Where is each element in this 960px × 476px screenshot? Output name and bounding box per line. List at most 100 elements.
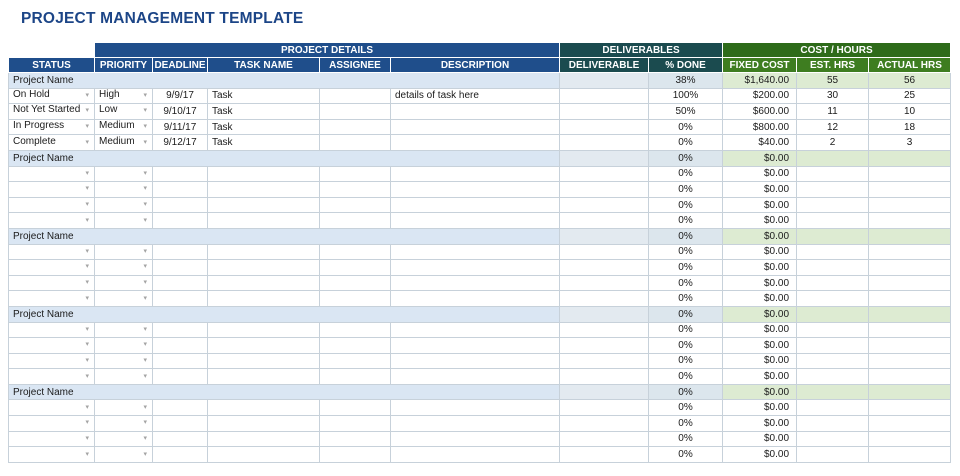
- assignee-cell[interactable]: [319, 243, 391, 261]
- description-cell[interactable]: [390, 274, 560, 292]
- fixed-cost-cell[interactable]: $40.00: [722, 134, 798, 151]
- description-cell[interactable]: [390, 134, 560, 151]
- pct-done-cell[interactable]: 0%: [647, 352, 724, 370]
- est-hrs-cell[interactable]: [796, 212, 870, 229]
- actual-hrs-summary-cell[interactable]: [868, 149, 952, 167]
- actual-hrs-cell[interactable]: 10: [868, 103, 952, 120]
- dropdown-arrow-icon[interactable]: ▾: [143, 403, 147, 411]
- dropdown-arrow-icon[interactable]: ▾: [85, 247, 89, 255]
- actual-hrs-cell[interactable]: [868, 337, 952, 354]
- status-cell[interactable]: ▾ In Progress: [8, 118, 95, 136]
- fixed-cost-cell[interactable]: $0.00: [722, 352, 798, 370]
- pct-done-cell[interactable]: 0%: [647, 118, 724, 136]
- pct-done-cell[interactable]: 50%: [647, 103, 724, 120]
- assignee-cell[interactable]: [319, 321, 391, 339]
- status-cell[interactable]: ▾: [8, 181, 95, 198]
- pct-done-cell[interactable]: 0%: [647, 321, 724, 339]
- deadline-cell[interactable]: 9/9/17: [152, 87, 208, 105]
- fixed-cost-cell[interactable]: $0.00: [722, 259, 798, 276]
- deliverable-cell[interactable]: [559, 352, 649, 370]
- fixed-cost-summary-cell[interactable]: $0.00: [722, 227, 798, 245]
- actual-hrs-cell[interactable]: [868, 290, 952, 307]
- dropdown-arrow-icon[interactable]: ▾: [85, 91, 89, 99]
- priority-cell[interactable]: ▾: [94, 196, 153, 214]
- deliverable-summary-cell[interactable]: [559, 305, 649, 323]
- pct-done-summary-cell[interactable]: 0%: [647, 383, 724, 401]
- task-name-cell[interactable]: [207, 274, 320, 292]
- deadline-cell[interactable]: [152, 259, 208, 276]
- est-hrs-cell[interactable]: [796, 290, 870, 307]
- deadline-cell[interactable]: [152, 368, 208, 385]
- actual-hrs-cell[interactable]: [868, 352, 952, 370]
- description-cell[interactable]: [390, 290, 560, 307]
- dropdown-arrow-icon[interactable]: ▾: [143, 341, 147, 349]
- actual-hrs-summary-cell[interactable]: 56: [868, 72, 952, 89]
- task-name-cell[interactable]: [207, 337, 320, 354]
- actual-hrs-cell[interactable]: [868, 259, 952, 276]
- task-name-cell[interactable]: Task: [207, 118, 320, 136]
- fixed-cost-cell[interactable]: $0.00: [722, 368, 798, 385]
- assignee-cell[interactable]: [319, 337, 391, 354]
- description-cell[interactable]: [390, 181, 560, 198]
- deliverable-cell[interactable]: [559, 259, 649, 276]
- status-cell[interactable]: ▾: [8, 165, 95, 183]
- pct-done-cell[interactable]: 0%: [647, 415, 724, 432]
- est-hrs-cell[interactable]: [796, 415, 870, 432]
- dropdown-arrow-icon[interactable]: ▾: [143, 138, 147, 146]
- dropdown-arrow-icon[interactable]: ▾: [143, 263, 147, 271]
- deliverable-cell[interactable]: [559, 243, 649, 261]
- deadline-cell[interactable]: [152, 274, 208, 292]
- task-name-cell[interactable]: [207, 352, 320, 370]
- assignee-cell[interactable]: [319, 290, 391, 307]
- pct-done-cell[interactable]: 0%: [647, 274, 724, 292]
- pct-done-cell[interactable]: 100%: [647, 87, 724, 105]
- dropdown-arrow-icon[interactable]: ▾: [143, 434, 147, 442]
- assignee-cell[interactable]: [319, 274, 391, 292]
- pct-done-cell[interactable]: 0%: [647, 368, 724, 385]
- task-name-cell[interactable]: [207, 321, 320, 339]
- pct-done-cell[interactable]: 0%: [647, 181, 724, 198]
- dropdown-arrow-icon[interactable]: ▾: [85, 356, 89, 364]
- task-name-cell[interactable]: [207, 259, 320, 276]
- status-cell[interactable]: ▾: [8, 290, 95, 307]
- project-name-cell[interactable]: Project Name: [8, 305, 560, 323]
- status-cell[interactable]: ▾: [8, 259, 95, 276]
- est-hrs-cell[interactable]: 30: [796, 87, 870, 105]
- dropdown-arrow-icon[interactable]: ▾: [85, 201, 89, 209]
- priority-cell[interactable]: ▾ Low: [94, 103, 153, 120]
- deadline-cell[interactable]: [152, 243, 208, 261]
- fixed-cost-cell[interactable]: $0.00: [722, 165, 798, 183]
- status-cell[interactable]: ▾: [8, 430, 95, 448]
- status-cell[interactable]: ▾: [8, 337, 95, 354]
- est-hrs-cell[interactable]: [796, 243, 870, 261]
- actual-hrs-cell[interactable]: [868, 243, 952, 261]
- pct-done-summary-cell[interactable]: 0%: [647, 149, 724, 167]
- status-cell[interactable]: ▾: [8, 212, 95, 229]
- assignee-cell[interactable]: [319, 87, 391, 105]
- priority-cell[interactable]: ▾: [94, 446, 153, 463]
- description-cell[interactable]: [390, 399, 560, 417]
- deadline-cell[interactable]: [152, 212, 208, 229]
- assignee-cell[interactable]: [319, 165, 391, 183]
- task-name-cell[interactable]: [207, 430, 320, 448]
- status-cell[interactable]: ▾: [8, 446, 95, 463]
- assignee-cell[interactable]: [319, 399, 391, 417]
- fixed-cost-cell[interactable]: $200.00: [722, 87, 798, 105]
- dropdown-arrow-icon[interactable]: ▾: [143, 372, 147, 380]
- dropdown-arrow-icon[interactable]: ▾: [85, 279, 89, 287]
- deliverable-cell[interactable]: [559, 446, 649, 463]
- dropdown-arrow-icon[interactable]: ▾: [143, 247, 147, 255]
- pct-done-cell[interactable]: 0%: [647, 337, 724, 354]
- dropdown-arrow-icon[interactable]: ▾: [85, 341, 89, 349]
- fixed-cost-cell[interactable]: $600.00: [722, 103, 798, 120]
- dropdown-arrow-icon[interactable]: ▾: [85, 185, 89, 193]
- fixed-cost-cell[interactable]: $800.00: [722, 118, 798, 136]
- task-name-cell[interactable]: [207, 196, 320, 214]
- est-hrs-cell[interactable]: 2: [796, 134, 870, 151]
- priority-cell[interactable]: ▾: [94, 212, 153, 229]
- est-hrs-cell[interactable]: [796, 321, 870, 339]
- pct-done-summary-cell[interactable]: 0%: [647, 305, 724, 323]
- deadline-cell[interactable]: 9/10/17: [152, 103, 208, 120]
- priority-cell[interactable]: ▾: [94, 259, 153, 276]
- priority-cell[interactable]: ▾ Medium: [94, 134, 153, 151]
